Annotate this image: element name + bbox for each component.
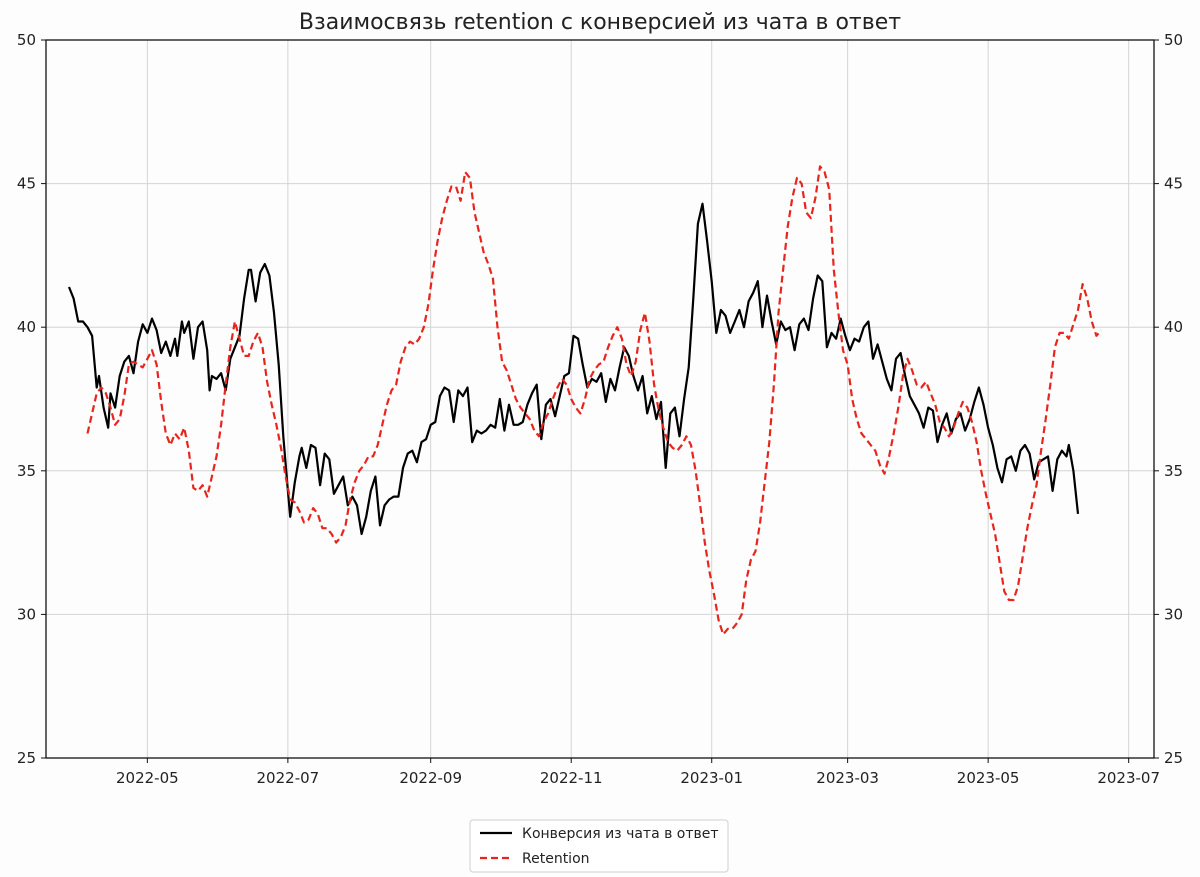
x-tick-label: 2022-07 (257, 769, 320, 787)
x-tick-label: 2022-09 (399, 769, 462, 787)
x-tick-label: 2023-05 (957, 769, 1020, 787)
y-tick-label-right: 40 (1164, 318, 1183, 336)
y-tick-label-left: 40 (17, 318, 36, 336)
x-tick-label: 2023-07 (1097, 769, 1160, 787)
y-tick-label-right: 30 (1164, 605, 1183, 623)
x-axis: 2022-05 2022-07 2022-09 2022-11 2023-01 2023-… (116, 758, 1160, 787)
chart-title: Взаимосвязь retention с конверсией из ча… (299, 10, 901, 35)
legend-box (469, 819, 729, 873)
plot-frame (45, 39, 1155, 759)
legend-label-retention: Retention (522, 851, 590, 867)
y-tick-label-right: 25 (1164, 749, 1183, 767)
y-tick-label-right: 50 (1164, 31, 1183, 49)
y-tick-label-right: 35 (1164, 462, 1183, 480)
legend: Конверсия из чата в ответ Retention (469, 819, 729, 873)
x-tick-label: 2022-05 (116, 769, 179, 787)
y-axis-right: 25 30 35 40 45 50 (1154, 31, 1183, 767)
y-tick-label-left: 45 (17, 175, 36, 193)
y-axis-left: 25 30 35 40 45 50 (17, 31, 46, 767)
legend-label-conversion: Конверсия из чата в ответ (522, 826, 719, 842)
series-line-retention (86, 165, 1102, 636)
series-group (67, 165, 1102, 636)
y-tick-label-right: 45 (1164, 175, 1183, 193)
x-tick-label: 2022-11 (540, 769, 603, 787)
y-tick-label-left: 35 (17, 462, 36, 480)
y-tick-label-left: 50 (17, 31, 36, 49)
x-tick-label: 2023-03 (816, 769, 879, 787)
y-tick-label-left: 25 (17, 749, 36, 767)
y-tick-label-left: 30 (17, 605, 36, 623)
x-tick-label: 2023-01 (680, 769, 743, 787)
